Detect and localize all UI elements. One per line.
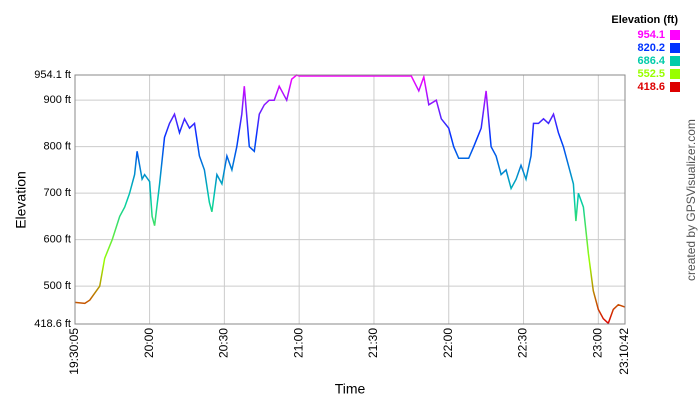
x-tick-label: 22:00 bbox=[441, 328, 455, 358]
legend-swatch bbox=[670, 30, 680, 40]
legend-swatch bbox=[670, 82, 680, 92]
legend-value: 418.6 bbox=[637, 81, 665, 93]
legend-swatch bbox=[670, 69, 680, 79]
x-tick-label: 23:10:42 bbox=[617, 328, 631, 375]
x-axis-label: Time bbox=[335, 381, 366, 397]
legend-value: 954.1 bbox=[637, 29, 665, 41]
plot-area bbox=[74, 74, 626, 325]
x-tick-label: 21:00 bbox=[291, 328, 305, 358]
x-tick-label: 20:30 bbox=[217, 328, 231, 358]
legend-value: 552.5 bbox=[637, 68, 665, 80]
y-tick-label: 418.6 ft bbox=[34, 318, 71, 330]
plot-area bbox=[74, 74, 626, 325]
y-tick-label: 900 ft bbox=[43, 94, 71, 106]
y-tick-label: 600 ft bbox=[43, 234, 71, 246]
y-axis-label: Elevation bbox=[13, 171, 29, 229]
x-tick-label: 23:00 bbox=[590, 328, 604, 358]
legend-title: Elevation (ft) bbox=[611, 14, 678, 26]
x-tick-label: 21:30 bbox=[366, 328, 380, 358]
credit: created by GPSVisualizer.com bbox=[684, 119, 698, 281]
y-tick-label: 800 ft bbox=[43, 141, 71, 153]
elevation-line bbox=[74, 73, 626, 325]
legend-value: 686.4 bbox=[637, 55, 665, 67]
legend-value: 820.2 bbox=[637, 42, 665, 54]
y-tick-label: 700 ft bbox=[43, 187, 71, 199]
y-tick-label: 954.1 ft bbox=[34, 69, 71, 81]
x-tick-label: 19:30:05 bbox=[67, 328, 81, 375]
y-tick-label: 500 ft bbox=[43, 280, 71, 292]
legend-swatch bbox=[670, 43, 680, 53]
legend-swatch bbox=[670, 56, 680, 66]
x-tick-label: 20:00 bbox=[142, 328, 156, 358]
x-tick-label: 22:30 bbox=[516, 328, 530, 358]
